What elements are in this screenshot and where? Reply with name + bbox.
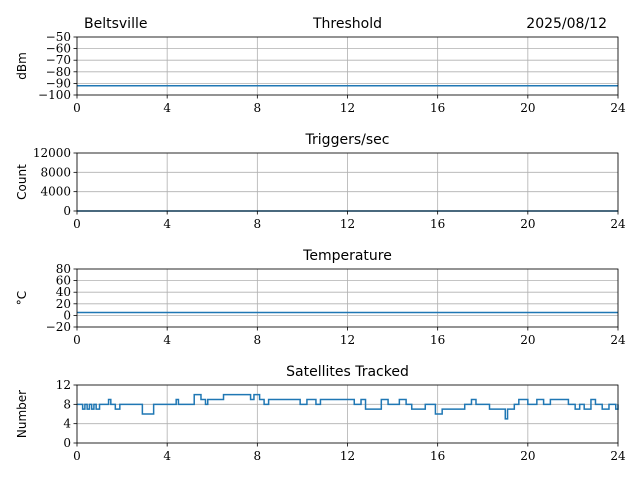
x-tick-label: 24 (610, 449, 626, 463)
chart-title: Triggers/sec (305, 132, 390, 148)
y-tick-label: 0 (63, 308, 71, 322)
x-tick-label: 20 (520, 217, 535, 231)
x-tick-label: 16 (430, 217, 445, 231)
y-tick-label: 0 (63, 436, 71, 450)
y-tick-label: 8 (63, 397, 71, 411)
y-axis-label: Count (15, 164, 29, 200)
y-tick-label: −60 (46, 42, 71, 56)
x-tick-label: 16 (430, 101, 445, 115)
chart-panel-4: 0 4 8 12 16 20 24 0 4 8 12 Satellites Tracked Number (15, 364, 626, 463)
x-tick-label: 24 (610, 101, 626, 115)
y-axis-label: dBm (15, 52, 29, 80)
x-tick-label: 0 (73, 333, 81, 347)
y-tick-label: −90 (46, 76, 71, 90)
y-tick-label: 0 (63, 204, 71, 218)
date-label: 2025/08/12 (526, 16, 607, 32)
y-tick-label: −50 (46, 30, 71, 44)
x-tick-label: 8 (254, 101, 262, 115)
y-tick-label: 20 (56, 297, 71, 311)
x-tick-label: 4 (163, 333, 171, 347)
series-line (77, 393, 619, 420)
x-tick-label: 4 (163, 101, 171, 115)
y-tick-label: 12 (56, 378, 71, 392)
x-tick-label: 20 (520, 449, 535, 463)
x-tick-label: 4 (163, 217, 171, 231)
y-tick-label: 4 (63, 417, 71, 431)
y-axis-label: Number (15, 390, 29, 438)
x-tick-label: 20 (520, 333, 535, 347)
x-tick-label: 8 (254, 217, 262, 231)
x-tick-label: 24 (610, 333, 626, 347)
chart-panel-1: 0 4 8 12 16 20 24 −100−90−80−70−60−50 Threshold d… (15, 16, 626, 115)
x-tick-label: 16 (430, 333, 445, 347)
chart-title: Threshold (312, 16, 382, 32)
x-tick-label: 0 (73, 449, 81, 463)
x-tick-label: 8 (254, 333, 262, 347)
chart-title: Satellites Tracked (286, 364, 409, 380)
y-tick-label: 80 (56, 262, 71, 276)
y-tick-label: 4000 (40, 185, 71, 199)
x-tick-label: 20 (520, 101, 535, 115)
x-tick-label: 4 (163, 449, 171, 463)
x-tick-label: 12 (340, 333, 355, 347)
chart-title: Temperature (302, 248, 392, 264)
x-tick-label: 12 (340, 217, 355, 231)
y-tick-label: −20 (46, 320, 71, 334)
x-tick-label: 16 (430, 449, 445, 463)
y-tick-label: −80 (46, 65, 71, 79)
y-axis-label: °C (15, 291, 29, 305)
x-tick-label: 24 (610, 217, 626, 231)
x-tick-label: 8 (254, 449, 262, 463)
y-tick-label: 60 (56, 274, 71, 288)
y-tick-label: 40 (56, 285, 71, 299)
location-label: Beltsville (84, 16, 147, 32)
y-tick-label: −100 (38, 88, 71, 102)
x-tick-label: 12 (340, 101, 355, 115)
x-tick-label: 12 (340, 449, 355, 463)
y-tick-label: −70 (46, 53, 71, 67)
x-tick-label: 0 (73, 101, 81, 115)
chart-panels: 0 4 8 12 16 20 24 −100−90−80−70−60−50 Threshold d… (15, 16, 626, 463)
chart-panel-2: 0 4 8 12 16 20 24 0 4000 8000 12000 Triggers/sec Cou… (15, 132, 626, 231)
y-tick-label: 12000 (33, 146, 71, 160)
x-tick-label: 0 (73, 217, 81, 231)
y-tick-label: 8000 (40, 165, 71, 179)
